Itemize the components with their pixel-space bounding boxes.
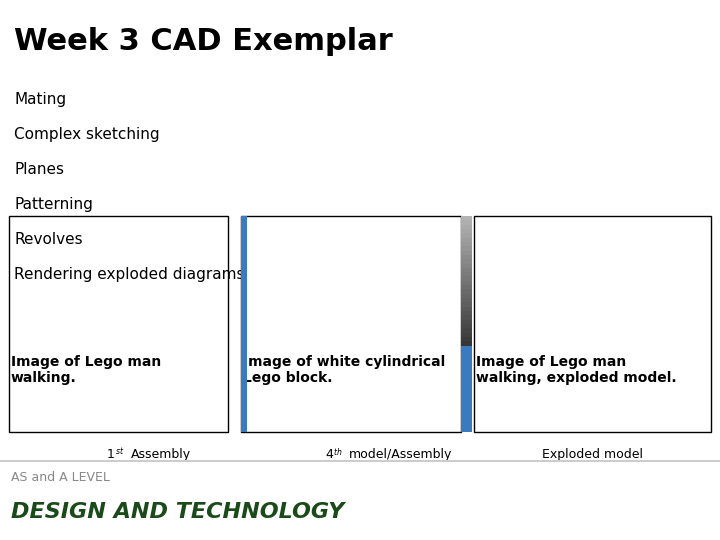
Text: Image of white cylindrical
Lego block.: Image of white cylindrical Lego block.	[243, 355, 446, 385]
Text: 1: 1	[107, 448, 115, 461]
Text: Rendering exploded diagrams: Rendering exploded diagrams	[14, 267, 245, 282]
Bar	[461, 289, 472, 294]
Bar	[461, 233, 472, 238]
Bar	[461, 255, 472, 259]
Bar	[461, 320, 472, 324]
Text: Assembly: Assembly	[132, 448, 192, 461]
Text: Exploded model: Exploded model	[542, 448, 643, 461]
Text: Image of Lego man
walking.: Image of Lego man walking.	[11, 355, 161, 385]
Text: 4: 4	[325, 448, 333, 461]
Bar	[461, 242, 472, 246]
Bar	[241, 216, 461, 432]
Bar	[461, 272, 472, 276]
Text: $^{st}$: $^{st}$	[115, 448, 125, 458]
Bar	[461, 246, 472, 251]
Bar	[461, 264, 472, 268]
Bar	[461, 225, 472, 229]
Text: Planes: Planes	[14, 162, 64, 177]
Bar	[461, 259, 472, 264]
Bar	[9, 216, 228, 432]
Text: AS and A LEVEL: AS and A LEVEL	[11, 471, 109, 484]
Bar	[0, 460, 720, 462]
Bar	[461, 302, 472, 307]
Bar	[461, 333, 472, 337]
Bar	[461, 324, 472, 328]
Bar	[461, 281, 472, 285]
Text: DESIGN AND TECHNOLOGY: DESIGN AND TECHNOLOGY	[11, 502, 344, 522]
Bar	[461, 251, 472, 255]
Bar	[461, 315, 472, 320]
Text: Revolves: Revolves	[14, 232, 83, 247]
Text: model/Assembly: model/Assembly	[349, 448, 452, 461]
Bar	[461, 328, 472, 333]
Bar	[474, 216, 711, 432]
Text: $^{th}$: $^{th}$	[333, 448, 343, 458]
Bar	[461, 238, 472, 242]
Bar	[461, 216, 472, 220]
Bar	[461, 268, 472, 272]
Text: Image of Lego man
walking, exploded model.: Image of Lego man walking, exploded mode…	[476, 355, 677, 385]
Bar	[461, 337, 472, 341]
Bar	[241, 216, 247, 432]
Text: Mating: Mating	[14, 92, 66, 107]
Bar	[461, 220, 472, 225]
Text: Patterning: Patterning	[14, 197, 94, 212]
Bar	[461, 294, 472, 298]
Bar	[461, 285, 472, 289]
Text: Complex sketching: Complex sketching	[14, 127, 160, 142]
Bar	[461, 229, 472, 233]
Bar	[461, 298, 472, 302]
Bar	[461, 346, 472, 432]
Bar	[461, 307, 472, 311]
Bar	[461, 311, 472, 315]
Text: Week 3 CAD Exemplar: Week 3 CAD Exemplar	[14, 27, 393, 56]
Bar	[461, 341, 472, 346]
Bar	[461, 276, 472, 281]
